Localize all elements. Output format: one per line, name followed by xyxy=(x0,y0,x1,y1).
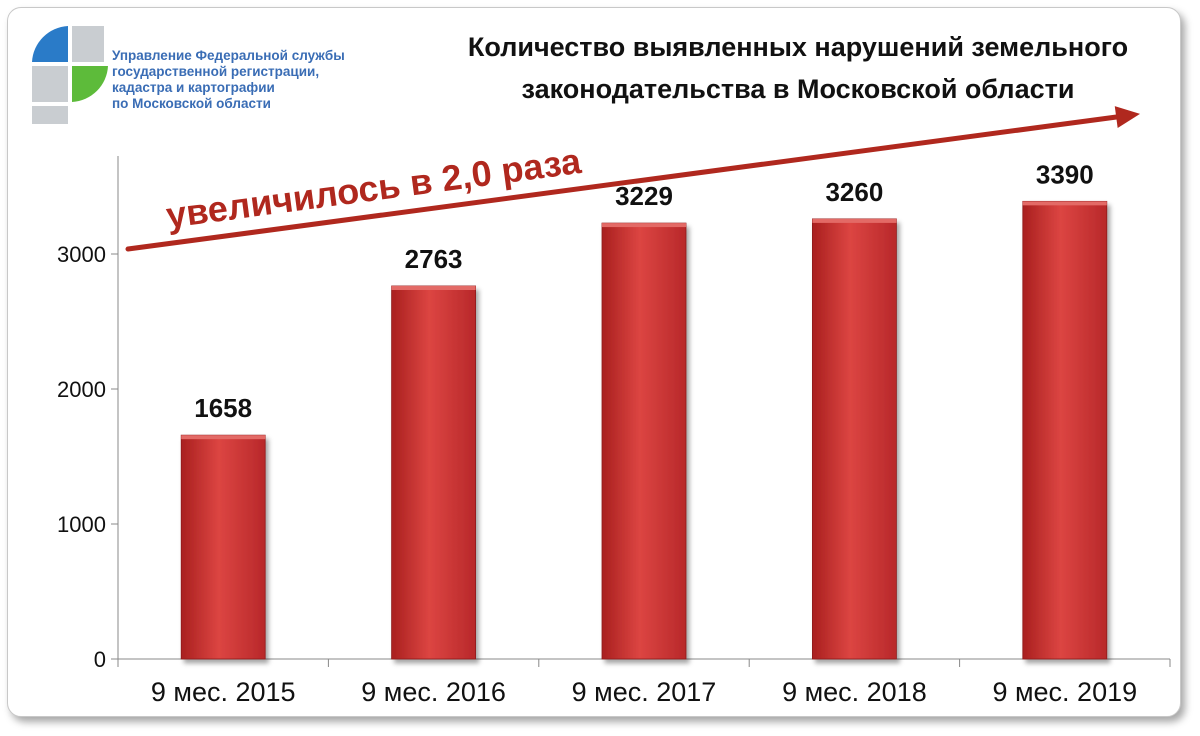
bar-top-highlight xyxy=(391,285,476,290)
data-label: 3390 xyxy=(1036,159,1094,189)
organization-name: Управление Федеральной службы государств… xyxy=(112,48,412,112)
x-tick-label: 9 мес. 2017 xyxy=(572,677,717,707)
bar-top-highlight xyxy=(1022,201,1107,206)
organization-line: по Московской области xyxy=(112,96,271,111)
organization-line: Управление Федеральной службы xyxy=(112,48,345,63)
logo-blue-quadrant xyxy=(32,26,68,62)
trend-arrow-head xyxy=(1114,106,1140,128)
bar-top-highlight xyxy=(812,218,897,223)
y-tick-label: 2000 xyxy=(57,377,106,402)
bar xyxy=(812,218,897,660)
rosreestr-logo xyxy=(32,26,108,124)
bar xyxy=(1022,200,1108,660)
organization-line: кадастра и картографии xyxy=(112,80,275,95)
chart-title-line: законодательства в Московской области xyxy=(521,74,1075,104)
logo-gray-block-left xyxy=(32,66,68,102)
organization-line: государственной регистрации, xyxy=(112,64,320,79)
x-tick-label: 9 мес. 2018 xyxy=(782,677,927,707)
logo-gray-block-bottom xyxy=(32,106,68,124)
bar-top-highlight xyxy=(602,223,686,228)
chart-title-line: Количество выявленных нарушений земельно… xyxy=(467,32,1129,62)
data-label: 3260 xyxy=(825,177,883,207)
y-tick-label: 1000 xyxy=(57,512,106,537)
data-label: 1658 xyxy=(194,393,252,423)
chart-bars xyxy=(180,200,1108,660)
y-tick-label: 3000 xyxy=(57,242,106,267)
data-label: 3229 xyxy=(615,181,673,211)
trend-arrow-line xyxy=(125,113,1127,252)
x-tick-label: 9 мес. 2016 xyxy=(361,677,506,707)
x-tick-label: 9 мес. 2015 xyxy=(151,677,296,707)
bar-top-highlight xyxy=(181,435,266,440)
logo-green-quadrant xyxy=(72,66,108,102)
bar xyxy=(391,285,477,660)
trend-annotation-text: увеличилось в 2,0 раза xyxy=(164,140,585,236)
bar xyxy=(601,222,687,660)
logo-gray-block-top xyxy=(72,26,104,62)
bar xyxy=(180,434,266,660)
data-label: 2763 xyxy=(405,244,463,274)
y-tick-label: 0 xyxy=(94,647,106,672)
chart-labels: 1658 9 мес. 2015 2763 9 мес. 2016 3229 9 мес.… xyxy=(151,159,1137,707)
x-tick-label: 9 мес. 2019 xyxy=(992,677,1137,707)
chart-title: Количество выявленных нарушений земельно… xyxy=(378,26,1180,110)
